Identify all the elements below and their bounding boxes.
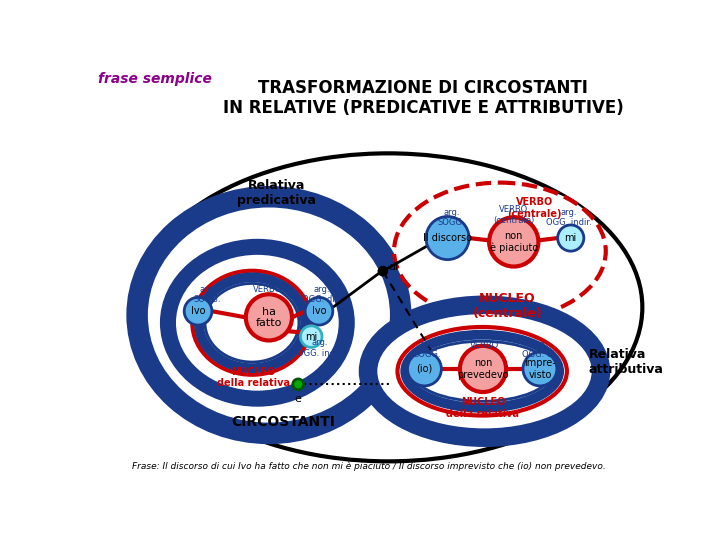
Text: NUCLEO
della relativa: NUCLEO della relativa bbox=[446, 397, 519, 419]
Ellipse shape bbox=[397, 327, 567, 416]
Circle shape bbox=[378, 267, 387, 276]
Ellipse shape bbox=[192, 271, 312, 375]
Text: arg.
OGG. dir.: arg. OGG. dir. bbox=[302, 285, 341, 304]
Circle shape bbox=[489, 217, 539, 267]
Text: Relativa
predicativa: Relativa predicativa bbox=[237, 179, 316, 207]
Text: Relativa
attributiva: Relativa attributiva bbox=[588, 348, 663, 376]
Circle shape bbox=[305, 298, 333, 325]
Text: impre-
visto: impre- visto bbox=[524, 358, 556, 380]
Circle shape bbox=[408, 352, 441, 386]
Circle shape bbox=[300, 326, 322, 347]
Text: di: di bbox=[388, 262, 398, 272]
Text: e: e bbox=[294, 394, 302, 404]
Text: arg.
SOGG.: arg. SOGG. bbox=[413, 340, 441, 360]
Circle shape bbox=[426, 217, 469, 260]
Circle shape bbox=[523, 352, 557, 386]
Text: non
prevedevo: non prevedevo bbox=[457, 358, 509, 380]
Ellipse shape bbox=[376, 313, 593, 430]
Text: ha
fatto: ha fatto bbox=[256, 307, 282, 328]
Circle shape bbox=[184, 298, 212, 325]
Ellipse shape bbox=[167, 246, 348, 400]
Ellipse shape bbox=[412, 341, 552, 401]
Text: Frase: Il discorso di cui Ivo ha fatto che non mi è piaciuto / Il discorso impre: Frase: Il discorso di cui Ivo ha fatto c… bbox=[132, 462, 606, 471]
Text: arg.
OGG. indir.: arg. OGG. indir. bbox=[297, 339, 343, 358]
Text: (io): (io) bbox=[416, 364, 433, 374]
Text: arg.
OGG. indir.: arg. OGG. indir. bbox=[546, 207, 592, 227]
Text: arg.
SOGG.: arg. SOGG. bbox=[194, 285, 221, 304]
Ellipse shape bbox=[146, 206, 392, 424]
Circle shape bbox=[460, 346, 506, 392]
Text: mi: mi bbox=[564, 233, 577, 243]
Ellipse shape bbox=[174, 253, 340, 392]
Ellipse shape bbox=[405, 335, 559, 408]
Ellipse shape bbox=[134, 153, 642, 461]
Text: non
è piaciuto: non è piaciuto bbox=[490, 231, 538, 253]
Circle shape bbox=[246, 294, 292, 340]
Text: arg.
SOGG.: arg. SOGG. bbox=[438, 207, 465, 227]
Text: NUCLEO
(centrale): NUCLEO (centrale) bbox=[473, 292, 542, 320]
Text: NUCLEO
della relativa: NUCLEO della relativa bbox=[217, 367, 290, 388]
Ellipse shape bbox=[199, 278, 305, 368]
Ellipse shape bbox=[136, 195, 402, 434]
Text: CIRCOSTANTI: CIRCOSTANTI bbox=[231, 415, 335, 429]
Ellipse shape bbox=[205, 284, 299, 362]
Text: frase semplice: frase semplice bbox=[98, 72, 212, 86]
Ellipse shape bbox=[367, 304, 602, 438]
Text: arg.
OGG. di.: arg. OGG. di. bbox=[522, 340, 557, 360]
Text: VERBO: VERBO bbox=[470, 341, 499, 350]
Text: Ivo: Ivo bbox=[312, 306, 326, 316]
Ellipse shape bbox=[394, 183, 606, 320]
Text: VERBO
(centrale): VERBO (centrale) bbox=[493, 205, 534, 225]
Text: Il discorso: Il discorso bbox=[423, 233, 472, 243]
Text: mi: mi bbox=[305, 332, 318, 342]
Text: Ivo: Ivo bbox=[191, 306, 205, 316]
Circle shape bbox=[293, 379, 304, 390]
Text: TRASFORMAZIONE DI CIRCOSTANTI
IN RELATIVE (PREDICATIVE E ATTRIBUTIVE): TRASFORMAZIONE DI CIRCOSTANTI IN RELATIV… bbox=[222, 79, 624, 118]
Text: VERBO: VERBO bbox=[253, 285, 282, 294]
Circle shape bbox=[558, 225, 584, 251]
Text: VERBO
(centrale): VERBO (centrale) bbox=[508, 197, 562, 219]
